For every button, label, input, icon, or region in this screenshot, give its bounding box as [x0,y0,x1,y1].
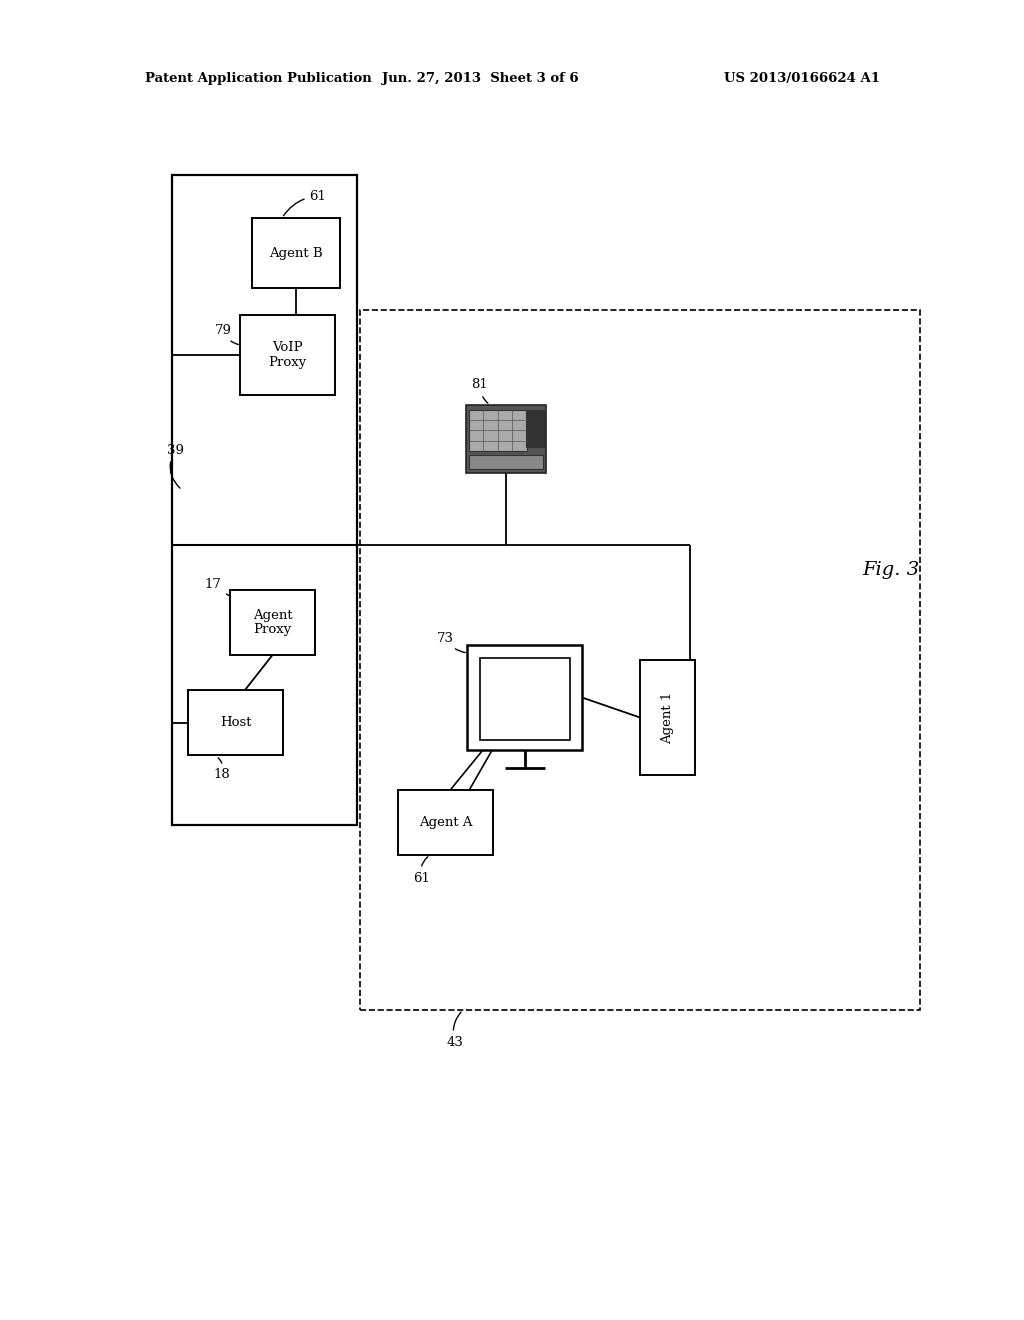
Text: US 2013/0166624 A1: US 2013/0166624 A1 [724,73,880,84]
Bar [252,218,340,288]
Text: 39: 39 [167,444,183,488]
Bar [469,455,543,469]
Text: 17: 17 [205,578,228,595]
Text: Patent Application Publication: Patent Application Publication [145,73,372,84]
Text: Agent
Proxy: Agent Proxy [253,609,292,636]
Bar [188,690,283,755]
Text: 18: 18 [214,758,230,781]
Text: Fig. 3: Fig. 3 [862,561,920,579]
Bar [240,315,335,395]
Bar [360,310,920,1010]
Text: Agent A: Agent A [419,816,472,829]
Bar [526,411,544,447]
Text: 73: 73 [436,631,465,652]
Bar [640,660,695,775]
Bar [398,789,493,855]
Text: Agent B: Agent B [269,247,323,260]
Bar [467,645,582,750]
Bar [172,176,357,825]
Text: 43: 43 [446,1012,464,1048]
Bar [480,657,570,741]
Text: Host: Host [220,715,251,729]
Bar [469,411,526,451]
Text: 61: 61 [284,190,327,215]
Text: VoIP
Proxy: VoIP Proxy [268,341,306,370]
Text: 81: 81 [472,379,488,403]
Bar [230,590,315,655]
Text: Jun. 27, 2013  Sheet 3 of 6: Jun. 27, 2013 Sheet 3 of 6 [382,73,579,84]
Text: 61: 61 [414,857,430,884]
Bar [466,405,546,473]
Text: 79: 79 [214,323,239,345]
Text: Agent 1: Agent 1 [662,692,674,743]
